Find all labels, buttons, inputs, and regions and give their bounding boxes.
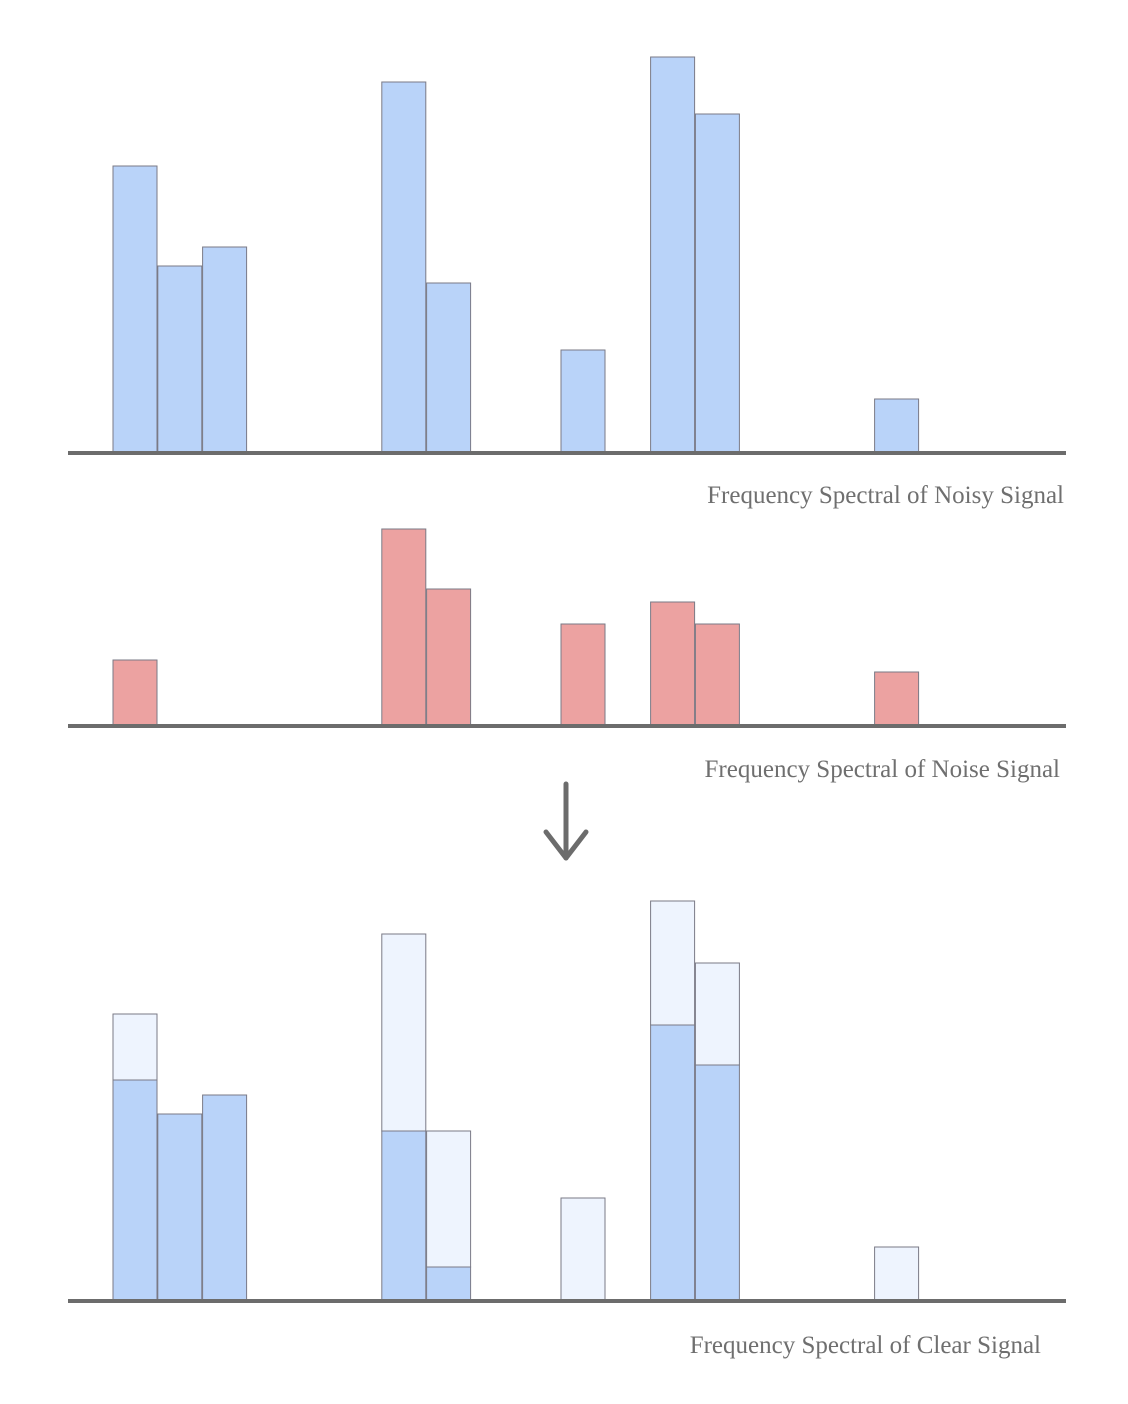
noise-bar — [694, 623, 740, 727]
clear-bar — [694, 1064, 740, 1302]
noise-bar — [426, 588, 472, 727]
clear-bar — [650, 1024, 696, 1302]
removed-noise-bar — [426, 1130, 472, 1268]
clear-bar — [381, 1130, 427, 1302]
clear-signal-label: Frequency Spectral of Clear Signal — [689, 1332, 1041, 1359]
clear-bar — [202, 1094, 248, 1302]
noise-signal-label: Frequency Spectral of Noise Signal — [704, 756, 1060, 783]
removed-noise-bar — [874, 1246, 920, 1302]
removed-noise-bar — [694, 962, 740, 1066]
noisy-signal-label: Frequency Spectral of Noisy Signal — [707, 482, 1064, 509]
noisy-bar — [650, 56, 696, 454]
noise-signal-spectrum — [68, 528, 1066, 728]
noise-bar — [112, 659, 158, 727]
noisy-bar — [874, 398, 920, 454]
clear-bar — [112, 1079, 158, 1302]
arrow-down-icon — [543, 781, 589, 861]
noisy-bar — [157, 265, 203, 454]
noisy-bar — [426, 282, 472, 454]
noise-bar — [381, 528, 427, 727]
removed-noise-bar — [381, 933, 427, 1132]
noisy-bar — [381, 81, 427, 454]
noise-bar — [874, 671, 920, 727]
noise-bar — [650, 601, 696, 727]
clear-bar — [426, 1266, 472, 1302]
noisy-bar — [694, 113, 740, 454]
noise-bar — [560, 623, 606, 727]
clear-bar — [157, 1113, 203, 1302]
clear-signal-spectrum — [68, 900, 1066, 1303]
removed-noise-bar — [560, 1197, 606, 1302]
noisy-signal-spectrum — [68, 56, 1066, 455]
removed-noise-bar — [650, 900, 696, 1026]
noisy-bar — [202, 246, 248, 454]
removed-noise-bar — [112, 1013, 158, 1081]
noisy-bar — [560, 349, 606, 454]
noisy-bar — [112, 165, 158, 454]
